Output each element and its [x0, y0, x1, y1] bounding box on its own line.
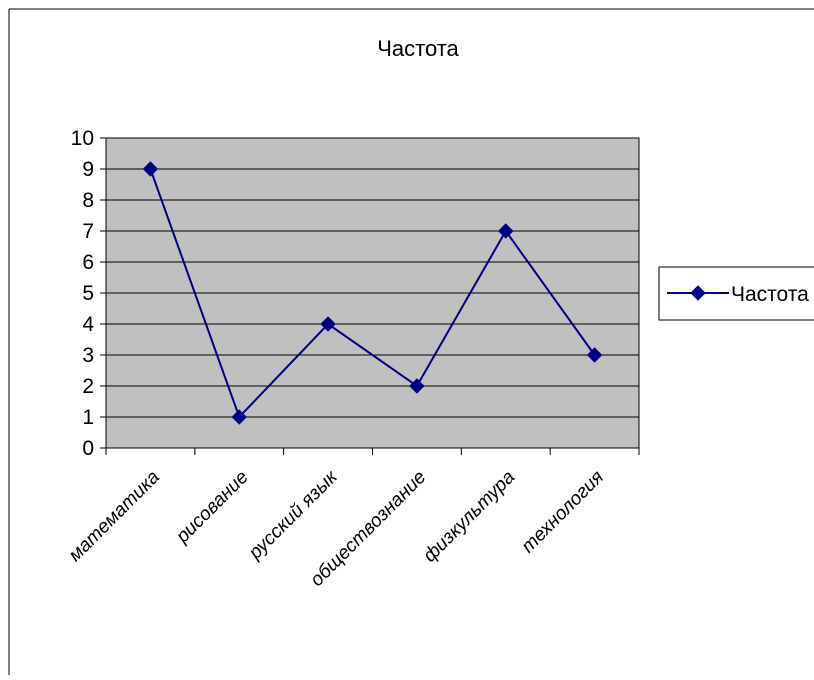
series-line: [149, 168, 596, 419]
data-point-marker: [586, 347, 603, 363]
y-tick-label: 9: [82, 158, 94, 181]
x-category-label: физкультура: [419, 467, 519, 567]
y-tick-label: 3: [82, 344, 94, 367]
y-tick-label: 4: [82, 313, 94, 336]
chart-title: Частота: [377, 36, 459, 61]
y-tick-label: 10: [71, 127, 94, 150]
x-category-label: русский язык: [244, 466, 342, 564]
data-point-marker: [409, 378, 425, 394]
legend: Частота: [658, 266, 814, 321]
y-tick-label: 1: [82, 406, 94, 429]
y-tick-label: 7: [82, 220, 94, 243]
legend-label: Частота: [731, 283, 809, 306]
data-point-marker: [231, 409, 247, 425]
x-category-label: математика: [65, 467, 164, 566]
x-category-label: технология: [518, 467, 609, 558]
y-tick-label: 5: [82, 282, 94, 305]
data-point-marker: [142, 161, 159, 177]
y-tick-label: 8: [82, 189, 94, 212]
y-tick-label: 2: [82, 375, 94, 398]
data-point-marker: [320, 316, 336, 332]
legend-marker: [690, 285, 706, 301]
y-tick-label: 0: [82, 437, 94, 460]
x-category-label: рисование: [172, 467, 253, 548]
data-point-marker: [498, 223, 514, 239]
y-tick-label: 6: [82, 251, 94, 274]
